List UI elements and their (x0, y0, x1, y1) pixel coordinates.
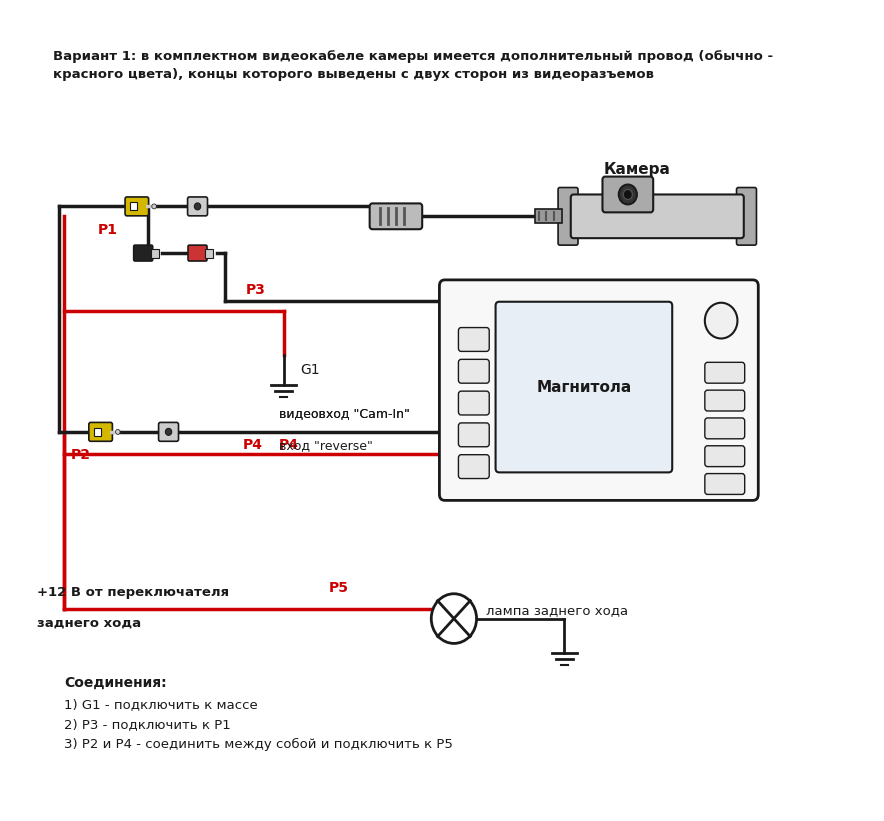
FancyBboxPatch shape (439, 280, 758, 500)
FancyBboxPatch shape (705, 418, 744, 438)
FancyBboxPatch shape (736, 187, 757, 245)
Text: Камера: Камера (604, 162, 670, 177)
FancyBboxPatch shape (459, 455, 489, 479)
FancyBboxPatch shape (496, 302, 672, 472)
Text: 2) P3 - подключить к P1: 2) P3 - подключить к P1 (65, 718, 231, 731)
Text: красного цвета), концы которого выведены с двух сторон из видеоразъемов: красного цвета), концы которого выведены… (53, 68, 653, 81)
FancyBboxPatch shape (558, 187, 578, 245)
FancyBboxPatch shape (370, 204, 423, 229)
Text: 3) P2 и P4 - соединить между собой и подключить к Р5: 3) P2 и P4 - соединить между собой и под… (65, 738, 453, 751)
FancyBboxPatch shape (125, 197, 149, 216)
Text: видеовход "Cam-In": видеовход "Cam-In" (279, 407, 410, 420)
Text: P4: P4 (243, 438, 263, 452)
FancyBboxPatch shape (88, 423, 112, 442)
Circle shape (165, 429, 171, 435)
FancyBboxPatch shape (571, 195, 743, 238)
Text: P3: P3 (246, 282, 265, 296)
FancyBboxPatch shape (459, 391, 489, 415)
Text: Вариант 1: в комплектном видеокабеле камеры имеется дополнительный провод (обычн: Вариант 1: в комплектном видеокабеле кам… (53, 50, 773, 63)
Text: видеовход "Cam-In": видеовход "Cam-In" (279, 407, 410, 420)
FancyBboxPatch shape (705, 474, 744, 494)
FancyBboxPatch shape (603, 177, 653, 213)
FancyBboxPatch shape (705, 446, 744, 466)
Circle shape (619, 185, 636, 204)
FancyBboxPatch shape (188, 245, 207, 261)
Text: Магнитола: Магнитола (537, 379, 631, 395)
Text: P2: P2 (71, 447, 91, 461)
FancyBboxPatch shape (158, 423, 179, 442)
FancyBboxPatch shape (133, 245, 153, 261)
FancyBboxPatch shape (205, 249, 213, 258)
Text: 1) G1 - подключить к массе: 1) G1 - подключить к массе (65, 698, 258, 711)
FancyBboxPatch shape (94, 428, 101, 436)
Text: Соединения:: Соединения: (65, 677, 167, 690)
Text: G1: G1 (300, 364, 319, 378)
Text: P5: P5 (329, 580, 349, 594)
Text: +12 В от переключателя: +12 В от переключателя (37, 585, 229, 599)
FancyBboxPatch shape (459, 360, 489, 383)
FancyBboxPatch shape (151, 249, 159, 258)
FancyBboxPatch shape (459, 423, 489, 447)
FancyBboxPatch shape (459, 328, 489, 351)
Circle shape (152, 204, 156, 209)
Circle shape (194, 203, 201, 210)
FancyBboxPatch shape (705, 362, 744, 383)
FancyBboxPatch shape (535, 209, 561, 223)
Text: P4: P4 (279, 438, 299, 452)
FancyBboxPatch shape (130, 203, 137, 210)
Text: вход "reverse": вход "reverse" (279, 438, 373, 452)
FancyBboxPatch shape (187, 197, 208, 216)
Circle shape (431, 594, 476, 644)
Text: лампа заднего хода: лампа заднего хода (485, 603, 628, 617)
Circle shape (623, 190, 632, 200)
FancyBboxPatch shape (705, 390, 744, 411)
Circle shape (116, 429, 120, 434)
Text: заднего хода: заднего хода (37, 617, 141, 630)
Text: P1: P1 (98, 223, 118, 237)
Circle shape (705, 303, 737, 338)
